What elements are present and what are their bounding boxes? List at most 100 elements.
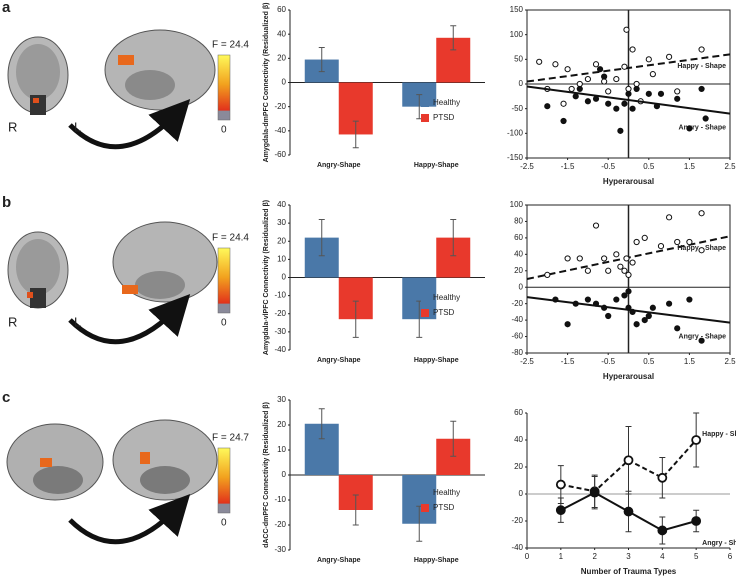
point <box>623 255 630 262</box>
series-annotation: Angry - Shape <box>679 124 727 131</box>
y-tick-label: 0 <box>519 489 524 498</box>
error-bar <box>450 25 457 51</box>
x-tick-label: 0.5 <box>643 357 655 366</box>
point <box>564 255 571 262</box>
point <box>698 210 705 217</box>
point <box>645 90 652 97</box>
point <box>629 308 636 315</box>
point <box>621 267 628 274</box>
colorbar-min: 0 <box>221 518 227 529</box>
x-tick-label: 6 <box>728 552 733 561</box>
point <box>629 105 636 112</box>
y-tick-label: -30 <box>274 327 286 336</box>
point <box>568 85 575 93</box>
y-tick-label: 40 <box>514 249 523 258</box>
point <box>686 238 693 246</box>
y-tick-label: 40 <box>277 29 286 38</box>
x-tick-label: -2.5 <box>520 357 534 366</box>
y-tick-label: 20 <box>514 266 523 275</box>
y-tick-label: 30 <box>277 395 286 404</box>
side-label: L <box>74 314 81 329</box>
y-tick-label: -150 <box>507 153 524 162</box>
series-annotation: Angry - Shape <box>679 333 727 340</box>
point <box>613 296 620 303</box>
point <box>674 325 681 332</box>
y-tick-label: 30 <box>277 218 286 227</box>
point <box>633 321 640 328</box>
x-tick-label: -0.5 <box>601 162 615 171</box>
point <box>613 251 620 258</box>
x-tick-label: 2.5 <box>724 357 736 366</box>
x-axis-label: Hyperarousal <box>603 372 654 381</box>
point <box>698 85 705 93</box>
series-annotation: Happy - Shape <box>702 431 736 438</box>
point <box>617 263 624 270</box>
y-tick-label: 0 <box>282 470 287 479</box>
side-label: R <box>8 119 17 134</box>
x-tick-label: 2.5 <box>724 162 736 171</box>
point <box>686 296 693 303</box>
y-tick-label: 100 <box>510 200 524 209</box>
point <box>601 78 608 85</box>
point <box>623 506 634 517</box>
colorbar-max: F = 24.7 <box>212 433 249 444</box>
point <box>649 304 656 311</box>
x-tick-label: 1 <box>559 552 564 561</box>
legend-swatch <box>421 99 429 107</box>
error-bar <box>318 408 325 440</box>
error-bar <box>318 219 325 257</box>
legend-swatch <box>421 294 429 302</box>
point <box>629 46 636 53</box>
y-tick-label: -10 <box>274 495 286 504</box>
y-tick-label: 0 <box>282 273 287 282</box>
brain-images <box>6 29 231 545</box>
x-tick-label: Angry-Shape <box>317 357 361 364</box>
y-tick-label: 150 <box>510 5 524 14</box>
point <box>633 85 640 93</box>
panel-label: b <box>2 194 11 211</box>
y-tick-label: 60 <box>514 408 523 417</box>
legend-label: Healthy <box>433 98 460 107</box>
y-tick-label: 20 <box>514 462 523 471</box>
point <box>576 255 583 262</box>
y-tick-label: 20 <box>277 420 286 429</box>
error-bar <box>352 300 359 338</box>
x-axis-label: Hyperarousal <box>603 177 654 186</box>
legend-label: Healthy <box>433 488 460 497</box>
point <box>621 292 628 299</box>
colorbar-max: F = 24.4 <box>212 233 249 244</box>
y-tick-label: -20 <box>274 520 286 529</box>
point <box>605 312 612 320</box>
legend-label: PTSD <box>433 503 455 512</box>
y-tick-label: 80 <box>514 217 523 226</box>
point <box>625 304 632 311</box>
point <box>645 56 652 63</box>
point <box>584 98 592 105</box>
y-tick-label: 20 <box>277 53 286 62</box>
legend-swatch <box>421 504 429 512</box>
series-annotation: Happy - Shape <box>677 63 726 70</box>
point <box>698 337 705 344</box>
x-tick-label: -2.5 <box>520 162 534 171</box>
point <box>666 214 673 221</box>
y-axis-label: Amygdala-vlPFC Connectivity (Residualize… <box>263 200 270 355</box>
point <box>621 100 628 107</box>
point <box>596 66 604 73</box>
point <box>564 66 571 73</box>
legend-label: PTSD <box>433 308 455 317</box>
point <box>601 73 608 80</box>
y-tick-label: -50 <box>511 104 523 113</box>
point <box>623 455 634 466</box>
point <box>592 300 600 307</box>
x-tick-label: 3 <box>626 552 631 561</box>
fit-line <box>526 53 731 83</box>
y-tick-label: 0 <box>519 79 524 88</box>
panel-label: a <box>2 0 11 16</box>
y-axis-label: Amygdala-dmPFC Connectivity (Residualize… <box>263 3 270 163</box>
point <box>552 61 559 68</box>
point <box>584 267 592 274</box>
y-tick-label: -40 <box>511 315 523 324</box>
error-bar <box>450 420 457 457</box>
point <box>613 105 620 112</box>
